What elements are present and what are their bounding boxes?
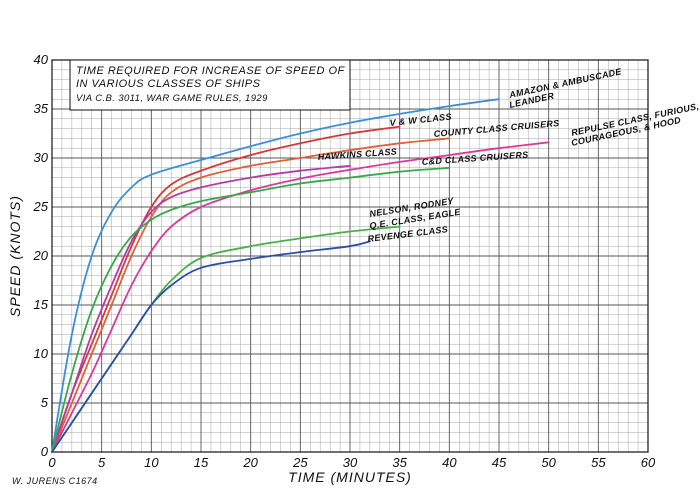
- y-tick-label: 5: [41, 395, 49, 410]
- x-axis-title: TIME (MINUTES): [288, 469, 412, 485]
- series-line-1: [51, 125, 401, 453]
- series-line-4: [51, 164, 351, 453]
- y-tick-label: 25: [33, 199, 49, 214]
- series-line-2: [51, 137, 451, 453]
- series-label-2-0: COUNTY CLASS CRUISERS: [433, 118, 560, 139]
- y-tick-label: 40: [34, 52, 49, 67]
- series-label-4-0: HAWKINS CLASS: [317, 146, 397, 162]
- y-axis-title: SPEED (KNOTS): [7, 195, 23, 317]
- y-axis-ticks: 0 5 10 15 20 25 30 35 40: [33, 52, 49, 459]
- y-tick-label: 0: [41, 444, 49, 459]
- x-tick-label: 60: [641, 455, 656, 470]
- x-tick-label: 10: [144, 455, 159, 470]
- series-line-5: [51, 166, 451, 453]
- title-background: [69, 59, 351, 111]
- x-tick-label: 40: [442, 455, 457, 470]
- title-box: TIME REQUIRED FOR INCREASE OF SPEED OF I…: [69, 59, 351, 111]
- chart-subtitle: VIA C.B. 3011, WAR GAME RULES, 1929: [76, 93, 268, 104]
- x-tick-label: 35: [392, 455, 407, 470]
- series-line-0: [51, 98, 500, 453]
- y-tick-label: 35: [34, 101, 49, 116]
- series-line-7: [51, 240, 371, 453]
- author-credit: W. JURENS C1674: [12, 476, 98, 486]
- series-line-3: [51, 141, 550, 453]
- x-axis-ticks: 0 5 10 15 20 25 30 35 40 45 50 55 60: [48, 455, 656, 470]
- x-tick-label: 30: [343, 455, 358, 470]
- y-tick-label: 20: [33, 248, 49, 263]
- x-tick-label: 15: [194, 455, 209, 470]
- y-tick-label: 30: [34, 150, 49, 165]
- x-tick-label: 0: [48, 455, 56, 470]
- x-tick-label: 20: [242, 455, 258, 470]
- series-lines: [51, 98, 550, 453]
- x-tick-label: 50: [541, 455, 556, 470]
- y-tick-label: 10: [34, 346, 49, 361]
- x-tick-label: 25: [292, 455, 308, 470]
- y-tick-label: 15: [34, 297, 49, 312]
- x-tick-label: 5: [98, 455, 106, 470]
- x-tick-label: 55: [591, 455, 606, 470]
- chart-title-line-1: TIME REQUIRED FOR INCREASE OF SPEED OF: [76, 65, 346, 77]
- chart-title-line-2: IN VARIOUS CLASSES OF SHIPS: [76, 78, 261, 90]
- series-line-6: [51, 225, 401, 453]
- x-tick-label: 45: [492, 455, 507, 470]
- series-label-0-0: AMAZON & AMBUSCADE: [507, 66, 623, 100]
